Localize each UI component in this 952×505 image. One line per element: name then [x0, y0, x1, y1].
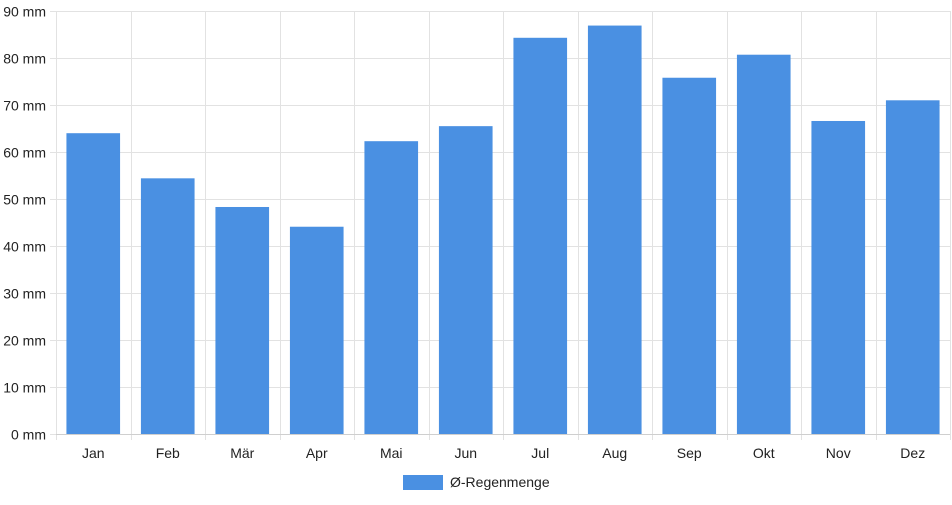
- y-tick-label: 20 mm: [3, 333, 46, 349]
- axis-layer: 0 mm 10 mm 20 mm 30 mm 40 mm 50 mm 60 mm 70 mm 8…: [3, 4, 950, 461]
- y-tick-label: 90 mm: [3, 4, 46, 20]
- bar[interactable]: [438, 126, 493, 435]
- x-tick-label: Nov: [826, 445, 851, 461]
- bar[interactable]: [811, 120, 866, 434]
- bar[interactable]: [587, 25, 642, 434]
- y-tick-label: 30 mm: [3, 286, 46, 302]
- x-tick-label: Dez: [900, 445, 925, 461]
- x-tick-label: Jun: [454, 445, 477, 461]
- bar[interactable]: [364, 141, 419, 434]
- legend-swatch[interactable]: [403, 475, 443, 490]
- x-tick-label: Aug: [602, 445, 627, 461]
- legend-label[interactable]: Ø-Regenmenge: [450, 474, 550, 490]
- x-tick-label: Apr: [306, 445, 328, 461]
- x-tick-label: Feb: [156, 445, 180, 461]
- bar[interactable]: [215, 206, 270, 434]
- y-tick-label: 50 mm: [3, 192, 46, 208]
- y-tick-label: 80 mm: [3, 51, 46, 67]
- bar[interactable]: [140, 178, 195, 434]
- bar[interactable]: [662, 77, 717, 435]
- x-tick-label: Mai: [380, 445, 403, 461]
- bar[interactable]: [513, 37, 568, 434]
- grid-layer: [50, 11, 951, 440]
- y-tick-label: 10 mm: [3, 380, 46, 396]
- x-tick-label: Okt: [753, 445, 775, 461]
- x-tick-label: Mär: [230, 445, 254, 461]
- x-tick-label: Jan: [82, 445, 105, 461]
- bar[interactable]: [736, 54, 791, 435]
- legend[interactable]: Ø-Regenmenge: [403, 474, 550, 490]
- bar-layer: [66, 25, 940, 435]
- bar[interactable]: [289, 226, 344, 434]
- y-tick-label: 40 mm: [3, 239, 46, 255]
- x-tick-label: Sep: [677, 445, 702, 461]
- bar[interactable]: [66, 133, 121, 434]
- bar[interactable]: [885, 100, 940, 435]
- y-tick-label: 60 mm: [3, 145, 46, 161]
- x-tick-label: Jul: [531, 445, 549, 461]
- y-tick-label: 70 mm: [3, 98, 46, 114]
- y-tick-label: 0 mm: [11, 427, 46, 443]
